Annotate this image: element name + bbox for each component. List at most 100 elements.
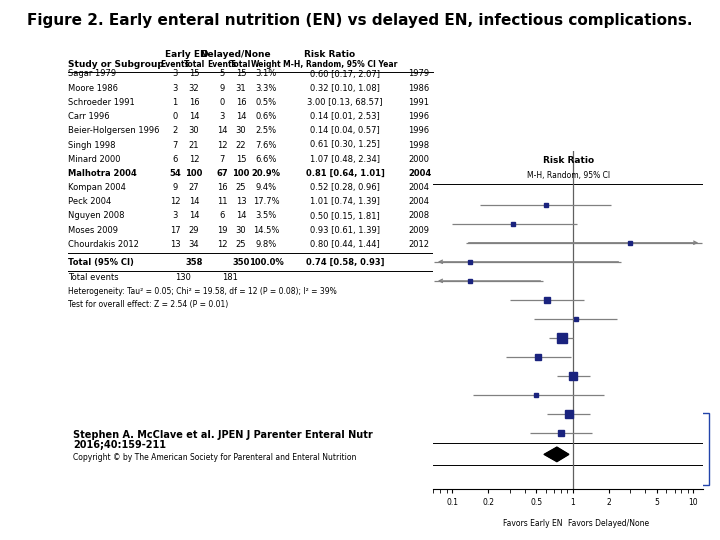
Text: 9.4%: 9.4% [256,183,276,192]
Text: 13: 13 [170,240,180,249]
Text: 1996: 1996 [408,126,429,136]
Text: 100.0%: 100.0% [248,258,284,267]
Text: 22: 22 [235,140,246,150]
Text: 17.7%: 17.7% [253,197,279,206]
Text: 9: 9 [220,84,225,93]
Text: 0.74 [0.58, 0.93]: 0.74 [0.58, 0.93] [306,258,384,267]
Text: Schroeder 1991: Schroeder 1991 [68,98,135,107]
Text: 2: 2 [172,126,178,136]
Text: 6: 6 [220,212,225,220]
Text: 3.3%: 3.3% [256,84,276,93]
Text: 15: 15 [189,70,199,78]
Text: 7.6%: 7.6% [256,140,276,150]
Text: 6.6%: 6.6% [256,154,276,164]
Text: 2.5%: 2.5% [256,126,276,136]
Text: 0.61 [0.30, 1.25]: 0.61 [0.30, 1.25] [310,140,380,150]
Text: Minard 2000: Minard 2000 [68,154,120,164]
Text: 0.14 [0.04, 0.57]: 0.14 [0.04, 0.57] [310,126,380,136]
Text: 0: 0 [172,112,178,121]
Text: 9.8%: 9.8% [256,240,276,249]
Text: Events: Events [207,60,237,69]
Text: Delayed/None: Delayed/None [200,50,271,59]
Text: 16: 16 [235,98,246,107]
Text: Favors Delayed/None: Favors Delayed/None [568,519,649,528]
Text: Nguyen 2008: Nguyen 2008 [68,212,125,220]
Text: 14: 14 [189,212,199,220]
Text: 14: 14 [235,112,246,121]
Text: 16: 16 [189,98,199,107]
Text: 34: 34 [189,240,199,249]
Text: 54: 54 [169,169,181,178]
Text: 32: 32 [189,84,199,93]
Text: JOURNAL OF PARENTERAL: JOURNAL OF PARENTERAL [625,453,695,457]
Text: 12: 12 [189,154,199,164]
Text: 3: 3 [172,84,178,93]
Text: 0.50 [0.15, 1.81]: 0.50 [0.15, 1.81] [310,212,380,220]
Text: 0.32 [0.10, 1.08]: 0.32 [0.10, 1.08] [310,84,380,93]
Text: 1.07 [0.48, 2.34]: 1.07 [0.48, 2.34] [310,154,380,164]
Text: 1998: 1998 [408,140,429,150]
Bar [611,413,709,485]
Text: 100: 100 [185,169,203,178]
Text: 2004: 2004 [408,197,429,206]
Text: 3.1%: 3.1% [256,70,276,78]
Text: Peck 2004: Peck 2004 [68,197,112,206]
Text: Risk Ratio: Risk Ratio [542,156,594,165]
Text: 16: 16 [217,183,228,192]
Text: 2004: 2004 [408,183,429,192]
Text: 20.9%: 20.9% [251,169,281,178]
Text: JPEN: JPEN [634,424,686,442]
Text: 0.93 [0.61, 1.39]: 0.93 [0.61, 1.39] [310,226,380,235]
Text: 1.01 [0.74, 1.39]: 1.01 [0.74, 1.39] [310,197,380,206]
Text: 100: 100 [233,169,250,178]
Text: 0.60 [0.17, 2.07]: 0.60 [0.17, 2.07] [310,70,380,78]
Text: 2008: 2008 [408,212,429,220]
Text: 14: 14 [217,126,228,136]
Text: Heterogeneity: Tau² = 0.05; Chi² = 19.58, df = 12 (P = 0.08); I² = 39%: Heterogeneity: Tau² = 0.05; Chi² = 19.58… [68,287,337,296]
Text: 30: 30 [235,126,246,136]
Text: 1: 1 [172,98,178,107]
Text: Risk Ratio: Risk Ratio [305,50,356,59]
Text: Chourdakis 2012: Chourdakis 2012 [68,240,139,249]
Text: 2016;40:159-211: 2016;40:159-211 [73,440,166,450]
Text: 350: 350 [233,258,250,267]
Text: 15: 15 [235,70,246,78]
Text: 7: 7 [220,154,225,164]
Text: 17: 17 [170,226,180,235]
Text: Total: Total [230,60,251,69]
Text: 25: 25 [235,240,246,249]
Text: 25: 25 [235,183,246,192]
Text: Total events: Total events [68,273,119,282]
Polygon shape [544,447,569,462]
Text: 67: 67 [216,169,228,178]
Text: 1996: 1996 [408,112,429,121]
Text: M-H, Random, 95% CI: M-H, Random, 95% CI [526,172,610,180]
Text: 9: 9 [172,183,178,192]
Text: AND ENTERAL NUTRITION: AND ENTERAL NUTRITION [625,462,695,467]
Text: Moses 2009: Moses 2009 [68,226,118,235]
Text: 2004: 2004 [408,169,431,178]
Text: 27: 27 [189,183,199,192]
Text: 130: 130 [175,273,191,282]
Text: 13: 13 [235,197,246,206]
Text: 12: 12 [170,197,180,206]
Text: Events: Events [161,60,189,69]
Text: M-H, Random, 95% CI Year: M-H, Random, 95% CI Year [283,60,397,69]
Text: Singh 1998: Singh 1998 [68,140,115,150]
Text: 0.81 [0.64, 1.01]: 0.81 [0.64, 1.01] [305,169,384,178]
Text: 1986: 1986 [408,84,429,93]
Text: 14.5%: 14.5% [253,226,279,235]
Text: Carr 1996: Carr 1996 [68,112,109,121]
Text: Moore 1986: Moore 1986 [68,84,118,93]
Text: 21: 21 [189,140,199,150]
Text: 1991: 1991 [408,98,429,107]
Text: 14: 14 [189,197,199,206]
Text: Stephen A. McClave et al. JPEN J Parenter Enteral Nutr: Stephen A. McClave et al. JPEN J Parente… [73,430,373,440]
Text: 2009: 2009 [408,226,429,235]
Text: 15: 15 [235,154,246,164]
Text: Figure 2. Early enteral nutrition (EN) vs delayed EN, infectious complications.: Figure 2. Early enteral nutrition (EN) v… [27,13,693,28]
Text: 0.5%: 0.5% [256,98,276,107]
Text: Copyright © by The American Society for Parenteral and Enteral Nutrition: Copyright © by The American Society for … [73,453,356,462]
Text: 2000: 2000 [408,154,429,164]
Text: 181: 181 [222,273,238,282]
